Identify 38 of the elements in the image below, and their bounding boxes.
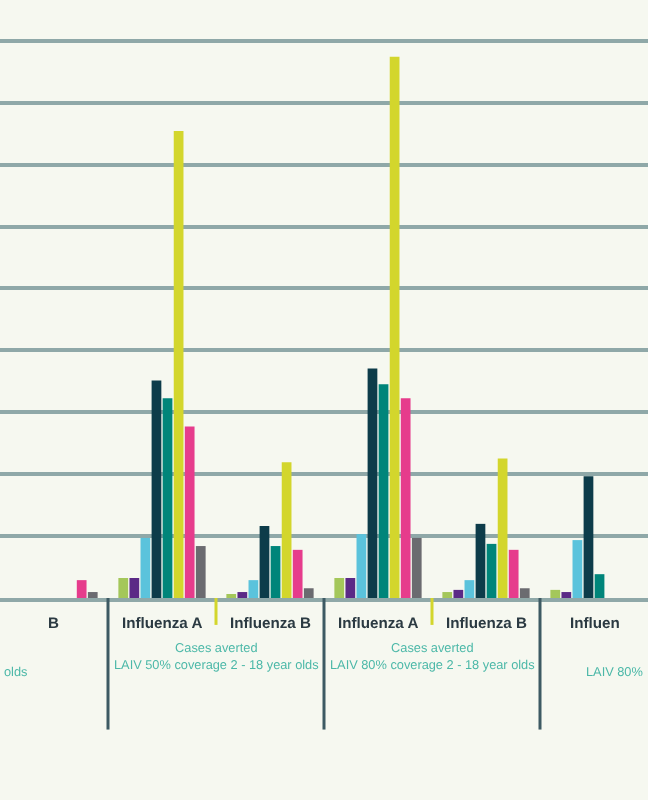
bar (486, 543, 497, 598)
bar (594, 574, 605, 598)
bar (345, 577, 356, 598)
bar (453, 589, 464, 598)
bar (475, 523, 486, 598)
bar (400, 398, 411, 598)
bar (173, 130, 184, 598)
bar (292, 549, 303, 598)
bar (442, 592, 453, 598)
bar (367, 368, 378, 598)
bar (303, 588, 314, 598)
bar (497, 458, 508, 598)
bar (195, 546, 206, 598)
bar (270, 546, 281, 598)
bar (508, 549, 519, 598)
bar (118, 577, 129, 598)
bar (140, 537, 151, 598)
bar (162, 398, 173, 598)
bar (237, 592, 248, 598)
bar (356, 534, 367, 598)
bar (129, 577, 140, 598)
bar (87, 592, 98, 598)
bar (572, 540, 583, 598)
bar (550, 589, 561, 598)
bar (151, 380, 162, 598)
bar (411, 537, 422, 598)
bar (583, 476, 594, 598)
bar (464, 580, 475, 598)
bar (519, 588, 530, 598)
bar (248, 580, 259, 598)
bar (561, 592, 572, 598)
bar (334, 577, 345, 598)
bar (389, 56, 400, 598)
bar (378, 384, 389, 598)
bar (76, 580, 87, 598)
bar (259, 526, 270, 598)
bar (281, 462, 292, 598)
bar (184, 426, 195, 598)
